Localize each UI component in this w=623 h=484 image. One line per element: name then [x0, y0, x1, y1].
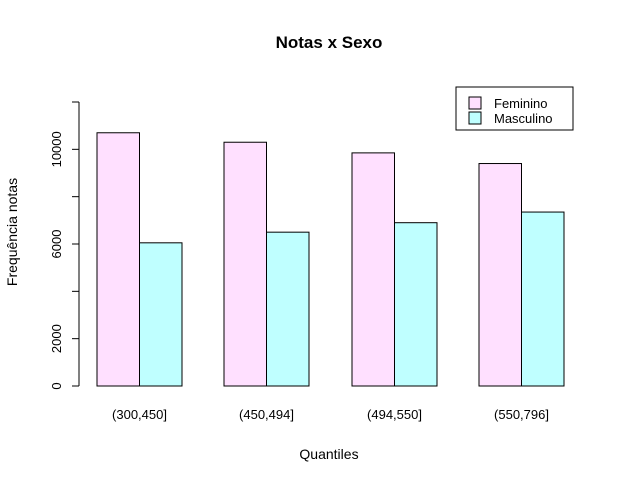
x-tick-label: (300,450]: [112, 407, 167, 422]
legend-swatch-feminino: [468, 96, 482, 110]
x-axis-label: Quantiles: [299, 446, 358, 462]
bar-masculino-2: [266, 231, 310, 387]
bar-masculino-1: [139, 242, 183, 387]
bar-masculino-3: [394, 222, 438, 387]
x-tick-label: (550,796]: [494, 407, 549, 422]
x-tick-labels: (300,450] (450,494] (494,550] (550,796]: [112, 407, 549, 422]
bar-feminino-4: [478, 163, 522, 387]
chart-title: Notas x Sexo: [276, 33, 383, 52]
y-axis-label: Frequência notas: [4, 178, 20, 286]
y-tick-label: 10000: [49, 131, 64, 167]
bar-feminino-3: [351, 152, 395, 387]
x-tick-label: (494,550]: [367, 407, 422, 422]
y-tick-label: 0: [49, 382, 64, 389]
bars-group: [96, 132, 565, 387]
bar-feminino-1: [96, 132, 140, 387]
x-tick-label: (450,494]: [239, 407, 294, 422]
legend-label-feminino: Feminino: [494, 96, 547, 111]
bar-masculino-4: [521, 211, 565, 387]
bar-feminino-2: [223, 141, 267, 387]
legend-label-masculino: Masculino: [494, 111, 553, 126]
y-tick-label: 2000: [49, 324, 64, 353]
y-tick-label: 6000: [49, 230, 64, 259]
legend-swatch-masculino: [468, 111, 482, 125]
y-axis: 0 2000 6000 10000: [49, 101, 80, 390]
